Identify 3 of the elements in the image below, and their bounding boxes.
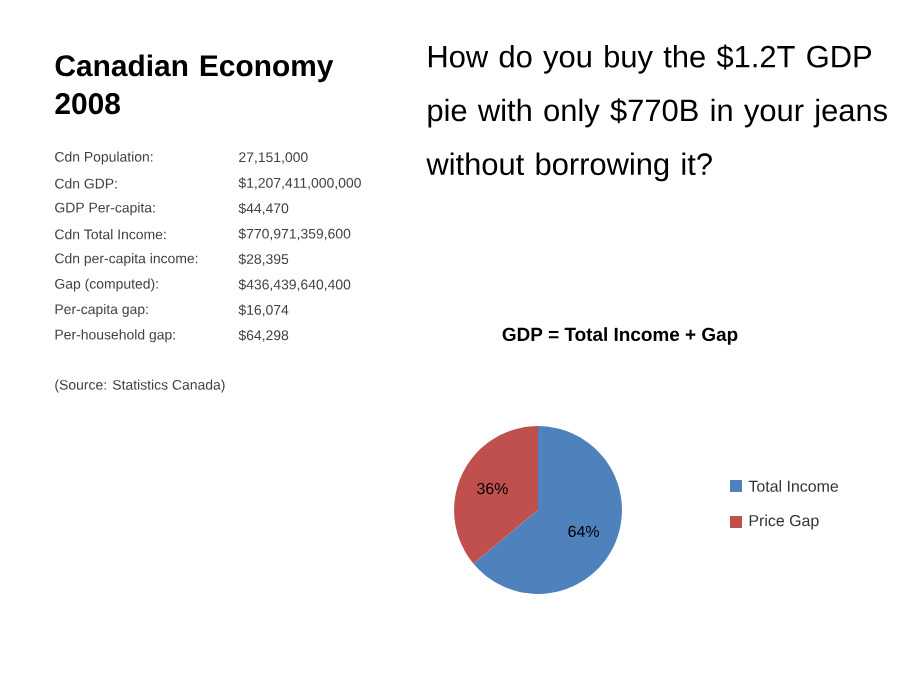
chart-title: How do you buy the $1.2T GDP pie with only $770B in your jeans without borrowing it? [426, 44, 887, 182]
text: Canadian Economy 2008 [55, 54, 334, 115]
chart-subtitle: GDP = Total Income + Gap [502, 327, 738, 345]
